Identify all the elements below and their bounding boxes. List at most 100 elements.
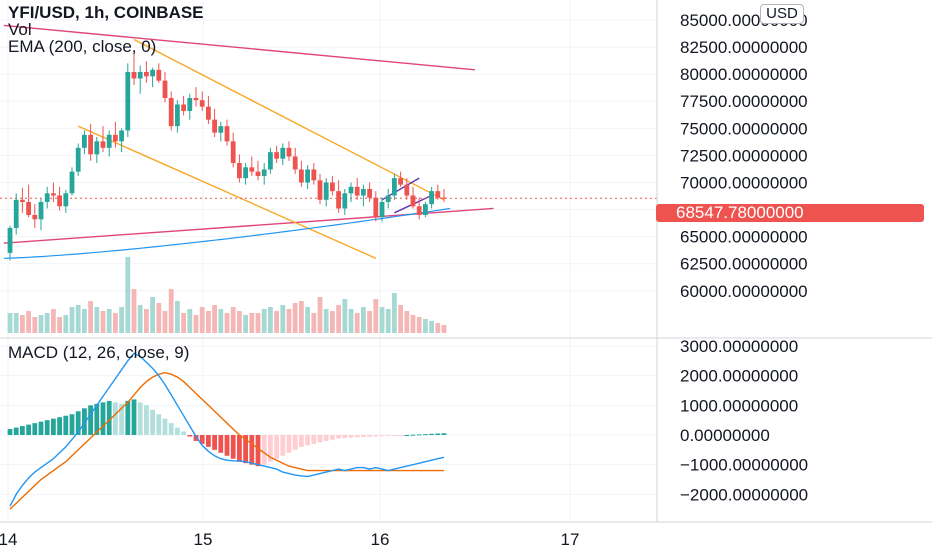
candle-body: [305, 169, 310, 183]
candle: [106, 130, 112, 157]
macd-tick-label: 3000.00000000: [680, 337, 798, 356]
macd-histogram-bar: [354, 435, 360, 438]
candle: [13, 193, 19, 235]
candle-body: [137, 71, 143, 79]
volume-bar: [367, 311, 372, 333]
candle: [249, 156, 255, 176]
candle: [379, 197, 385, 222]
macd-histogram-bar: [131, 399, 137, 435]
candle: [224, 119, 230, 146]
volume-bar: [119, 307, 124, 333]
volume-bar: [441, 325, 447, 333]
macd-histogram-bar: [119, 403, 124, 435]
price-tick-label: 65000.00000000: [680, 228, 808, 247]
candle-body: [292, 156, 298, 170]
candle: [317, 173, 323, 205]
candle: [410, 186, 416, 209]
macd-histogram-bar: [330, 435, 335, 440]
candle-body: [336, 191, 341, 209]
volume-legend[interactable]: Vol: [8, 20, 32, 39]
candle: [423, 201, 428, 218]
volume-bar: [224, 313, 230, 333]
price-tick-label: 72500.00000000: [680, 146, 808, 165]
candle: [373, 191, 379, 222]
candle: [268, 147, 273, 174]
candle: [82, 130, 87, 155]
volume-bar: [311, 313, 317, 333]
macd-histogram-bar: [13, 427, 19, 435]
macd-histogram-bar: [348, 435, 354, 438]
macd-histogram-bar: [175, 427, 180, 435]
volume-bar: [404, 311, 410, 333]
candle-body: [311, 169, 317, 181]
volume-bar: [199, 307, 205, 333]
macd-histogram-bar: [441, 433, 447, 435]
macd-histogram-bar: [336, 435, 341, 439]
drawing-overlays: [0, 24, 657, 259]
currency-button[interactable]: USD: [760, 4, 804, 24]
candle: [404, 178, 410, 200]
macd-histogram-bar: [305, 435, 310, 446]
candlesticks: [7, 50, 447, 261]
price-tick-label: 82500.00000000: [680, 38, 808, 57]
candle: [44, 186, 50, 209]
macd-legend[interactable]: MACD (12, 26, close, 9): [8, 343, 190, 362]
macd-histogram-bar: [137, 402, 143, 435]
channel-lower-line: [77, 125, 377, 259]
candle-body: [175, 104, 180, 127]
volume-bar: [342, 299, 348, 333]
candle: [385, 188, 391, 209]
candle: [261, 162, 267, 185]
macd-histogram-bar: [150, 409, 155, 435]
candle: [199, 91, 205, 111]
candle-body: [404, 184, 410, 196]
candle: [150, 67, 155, 88]
candle-body: [255, 171, 261, 176]
candle: [26, 184, 31, 218]
macd-histogram-bar: [299, 435, 304, 447]
volume-bar: [305, 307, 310, 333]
volume-bar: [7, 313, 13, 333]
volume-bar: [336, 305, 341, 333]
volume-bar: [423, 319, 428, 333]
candle-body: [367, 188, 372, 198]
candle: [342, 188, 348, 215]
candle: [69, 167, 75, 196]
candle: [348, 182, 354, 202]
volume-bar: [181, 313, 186, 333]
candle: [230, 132, 236, 168]
macd-histogram-bar: [125, 400, 131, 435]
candle-body: [274, 152, 279, 159]
candle: [416, 197, 422, 220]
symbol-title[interactable]: YFI/USD, 1h, COINBASE: [8, 3, 204, 22]
volume-bar: [100, 311, 106, 333]
candle: [63, 190, 69, 213]
volume-bar: [69, 307, 75, 333]
volume-bar: [416, 317, 422, 333]
volume-bar: [57, 317, 62, 333]
volume-bar: [249, 313, 255, 333]
macd-histogram-bar: [280, 435, 286, 456]
volume-bar: [299, 301, 304, 333]
volume-bar: [125, 257, 131, 333]
volume-bar: [187, 309, 193, 333]
candle: [187, 93, 193, 120]
volume-bar: [144, 309, 149, 333]
macd-histogram-bar: [385, 435, 391, 436]
ema-legend[interactable]: EMA (200, close, 0): [8, 37, 157, 56]
volume-bar: [348, 309, 354, 333]
candle: [367, 182, 372, 202]
candle: [193, 87, 199, 107]
volume-bar: [212, 305, 217, 333]
candle: [175, 100, 180, 133]
trendline-top: [3, 24, 476, 71]
macd-histogram-bar: [292, 435, 298, 450]
volume-bar: [137, 305, 143, 333]
volume-bar: [410, 315, 416, 333]
candle-body: [63, 193, 69, 207]
last-price-label: 68547.78000000: [656, 204, 924, 222]
macd-histogram-bar: [373, 435, 379, 437]
volume-bar: [63, 315, 69, 333]
macd-histogram-bar: [199, 435, 205, 444]
